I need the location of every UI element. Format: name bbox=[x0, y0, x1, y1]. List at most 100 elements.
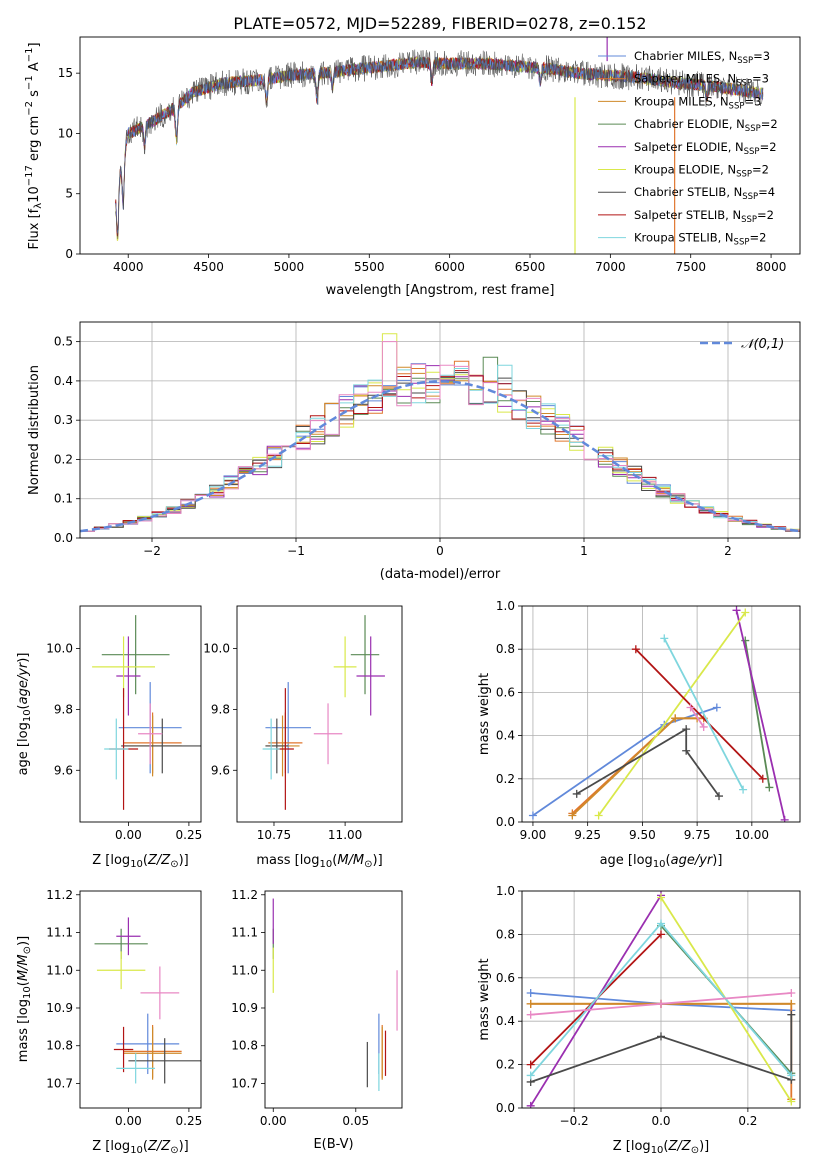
label-part: )] bbox=[179, 1139, 189, 1154]
y-tick-label: 10.9 bbox=[46, 1001, 73, 1015]
normal-curve bbox=[80, 380, 800, 533]
weight-series bbox=[631, 645, 767, 783]
legend-part: =2 bbox=[752, 163, 769, 177]
weight-series bbox=[732, 606, 789, 822]
y-tick-label: 1.0 bbox=[496, 884, 515, 898]
legend-part: SSP bbox=[741, 215, 757, 225]
weight-marker bbox=[787, 1097, 796, 1106]
y-tick-label: 0.3 bbox=[54, 413, 73, 427]
y-axis-label: mass weight bbox=[477, 673, 492, 755]
legend-part: =2 bbox=[757, 208, 774, 222]
label-part: 10 bbox=[130, 1145, 143, 1156]
error-bar-point bbox=[104, 718, 129, 780]
error-bar-point bbox=[123, 1026, 182, 1080]
weight-series bbox=[660, 634, 748, 794]
legend-part: =3 bbox=[752, 72, 769, 86]
label-part: ( bbox=[666, 853, 671, 868]
figure-title: PLATE=0572, MJD=52289, FIBERID=0278, z=0… bbox=[233, 14, 646, 33]
weight-marker bbox=[712, 703, 721, 712]
legend-part: Kroupa MILES, N bbox=[634, 94, 729, 108]
y-tick-label: 11.1 bbox=[46, 926, 73, 940]
legend-entry: Salpeter MILES, NSSP=3 bbox=[634, 72, 769, 89]
weight-marker bbox=[568, 811, 577, 820]
legend-entry: Chabrier MILES, NSSP=3 bbox=[634, 49, 770, 66]
x-tick-label: −0.2 bbox=[560, 1114, 589, 1128]
weight-line bbox=[663, 637, 744, 791]
y-tick-label: 10 bbox=[58, 126, 73, 140]
x-tick-label: 9.75 bbox=[684, 828, 711, 842]
y-tick-label: 0.6 bbox=[496, 685, 515, 699]
y-tick-label: 10.8 bbox=[46, 1039, 73, 1053]
label-part: M/M bbox=[337, 853, 364, 868]
x-tick-label: 6500 bbox=[515, 260, 546, 274]
y-tick-label: 1.0 bbox=[496, 599, 515, 613]
y-tick-label: 11.2 bbox=[231, 888, 258, 902]
panel-age_vs_mass: 10.75 11.00 9.6 9.8 10.0 mass [log10(M/M⊙)] bbox=[203, 605, 403, 870]
legend-part: =3 bbox=[753, 49, 770, 63]
x-tick-label: −1 bbox=[287, 544, 305, 558]
weight-line bbox=[597, 611, 747, 817]
legend-part: Salpeter ELODIE, N bbox=[634, 140, 744, 154]
panel-spectrum: 4000 4500 5000 5500 6000 6500 7000 7500 8000 0 5 10… bbox=[58, 36, 801, 298]
x-tick-label: 6000 bbox=[434, 260, 465, 274]
legend-part: SSP bbox=[744, 147, 760, 157]
plot-area bbox=[94, 917, 201, 1084]
y-tick-label: 10.9 bbox=[231, 1001, 258, 1015]
weight-line bbox=[689, 706, 705, 728]
label-part: )] bbox=[699, 1139, 709, 1154]
y-tick-label: 10.7 bbox=[231, 1076, 258, 1090]
y-tick-label: 0.5 bbox=[54, 335, 73, 349]
legend-part: SSP bbox=[729, 101, 745, 111]
histogram-series bbox=[80, 341, 800, 532]
plot-area bbox=[272, 898, 398, 1092]
weight-marker bbox=[682, 746, 691, 755]
label-part: )] bbox=[179, 853, 189, 868]
weight-marker bbox=[657, 893, 665, 902]
weight-marker bbox=[686, 703, 695, 712]
plot-area bbox=[80, 333, 800, 533]
weight-marker bbox=[526, 999, 535, 1008]
weight-marker bbox=[765, 783, 774, 792]
x-tick-label: 5000 bbox=[274, 260, 305, 274]
label-part: 10 bbox=[130, 859, 143, 870]
y-tick-label: 9.8 bbox=[54, 702, 73, 716]
label-part: Z/Z bbox=[147, 1139, 171, 1154]
y-tick-label: 0.0 bbox=[496, 1101, 515, 1115]
legend-part: =2 bbox=[761, 117, 778, 131]
label-part: Z/Z bbox=[147, 853, 171, 868]
panel-weight_vs_age: 9.00 9.25 9.50 9.75 10.00 0.0 0.2 0.4 0.6 0.8 1.0 a… bbox=[477, 599, 801, 870]
legend: Chabrier MILES, NSSP=3 Salpeter MILES, NS… bbox=[598, 49, 778, 248]
plot-frame bbox=[79, 890, 202, 1109]
y-tick-label: 11.1 bbox=[231, 926, 258, 940]
error-bar-point bbox=[101, 615, 170, 695]
label-part: Z/Z bbox=[668, 1139, 692, 1154]
error-bar-point bbox=[313, 703, 343, 765]
weight-series bbox=[572, 725, 724, 801]
plot-frame bbox=[264, 890, 403, 1109]
y-tick-label: 0.8 bbox=[496, 927, 515, 941]
weight-marker bbox=[787, 1071, 796, 1080]
panel-mass_vs_Z: 0.00 0.25 10.7 10.8 10.9 11.0 11.1 11.2 Z [log10… bbox=[46, 888, 202, 1156]
legend-entry: Kroupa MILES, NSSP=3 bbox=[634, 94, 761, 111]
x-tick-label: 0 bbox=[436, 544, 444, 558]
x-tick-label: 10.00 bbox=[735, 828, 769, 842]
age-ylabel: age [log10(age/yr)] bbox=[16, 653, 33, 776]
plot-frame bbox=[79, 321, 801, 539]
label-part: ( bbox=[663, 1139, 668, 1154]
weight-line bbox=[735, 610, 786, 821]
y-axis-labels: Flux [fλ10−17 erg cm−2 s−1 A−1] age [log… bbox=[16, 42, 44, 1062]
x-axis-label: Z [log10(Z/Z⊙)] bbox=[613, 1139, 710, 1156]
weight-series bbox=[526, 919, 796, 1080]
y-tick-label: 15 bbox=[58, 66, 73, 80]
y-tick-label: 0.6 bbox=[496, 971, 515, 985]
y-axis-label: Normed distribution bbox=[27, 365, 42, 495]
plot-frame bbox=[79, 36, 801, 255]
x-tick-label: −2 bbox=[143, 544, 161, 558]
x-tick-label: 8000 bbox=[756, 260, 787, 274]
y-tick-label: 9.6 bbox=[54, 763, 73, 777]
legend-entry: Salpeter STELIB, NSSP=2 bbox=[634, 208, 774, 225]
y-tick-label: 0.2 bbox=[496, 772, 515, 786]
legend-entry: Chabrier ELODIE, NSSP=2 bbox=[634, 117, 778, 134]
y-tick-label: 9.8 bbox=[211, 702, 230, 716]
